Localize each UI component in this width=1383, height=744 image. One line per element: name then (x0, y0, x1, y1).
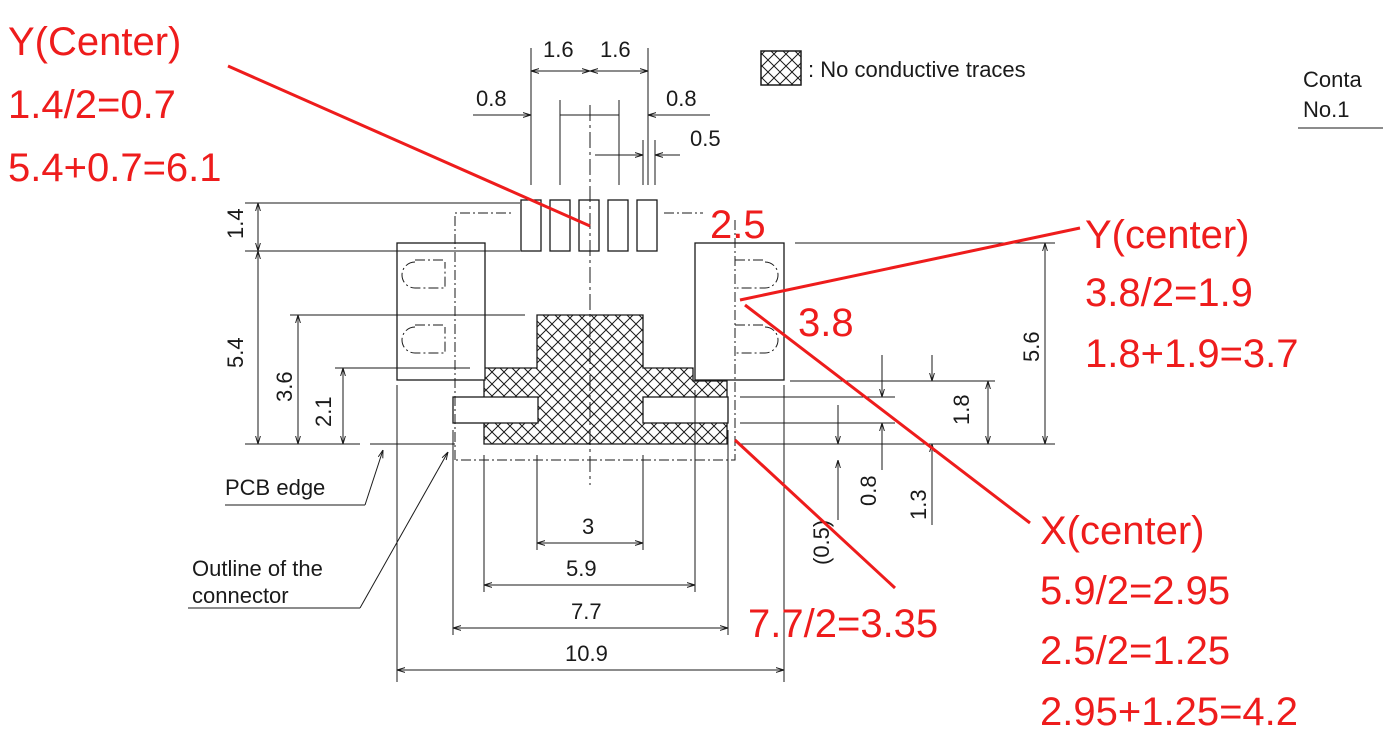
pcb-edge-label: PCB edge (225, 475, 325, 500)
outline-label-line1: Outline of the (192, 556, 323, 581)
dim-left-54: 5.4 (223, 337, 248, 368)
dim-bottom-13: 1.3 (906, 489, 931, 520)
y-center-right-line1: Y(center) (1085, 213, 1250, 257)
footprint (396, 199, 785, 445)
bottom-pad-right (642, 396, 729, 424)
mount-pad-right (694, 242, 785, 381)
corner-label: Conta No.1 (1298, 67, 1383, 129)
half-77-label: 7.7/2=3.35 (748, 602, 938, 646)
dim-top-left-08: 0.8 (476, 86, 507, 111)
y-center-right-line3: 1.8+1.9=3.7 (1085, 332, 1299, 376)
signal-pad-2 (549, 199, 571, 252)
dim-left-36: 3.6 (272, 371, 297, 402)
x-center-line3: 2.5/2=1.25 (1040, 629, 1230, 673)
signal-pad-5 (636, 199, 658, 252)
no-trace-region (483, 314, 728, 445)
val-25-label: 2.5 (710, 203, 766, 247)
y-center-right-line2: 3.8/2=1.9 (1085, 271, 1253, 315)
y-center-left-line1: Y(Center) (8, 20, 181, 64)
legend: : No conductive traces (760, 50, 1026, 86)
dim-right-56: 5.6 (1019, 331, 1044, 362)
x-center-line4: 2.95+1.25=4.2 (1040, 690, 1298, 734)
y-center-left-line3: 5.4+0.7=6.1 (8, 146, 222, 190)
mount-pad-left (396, 242, 486, 381)
dim-left-14: 1.4 (223, 208, 248, 239)
dim-top-right-08: 0.8 (666, 86, 697, 111)
dimension-lines (188, 48, 1055, 682)
y-center-left-line2: 1.4/2=0.7 (8, 83, 176, 127)
dim-top-pitch-right: 1.6 (600, 37, 631, 62)
dim-bottom-77: 7.7 (571, 599, 602, 624)
dim-top-pitch-left: 1.6 (543, 37, 574, 62)
connector-outline (401, 212, 779, 461)
signal-pad-1 (520, 199, 542, 252)
dim-left-21: 2.1 (311, 396, 336, 427)
dim-bottom-08: 0.8 (856, 475, 881, 506)
outline-label-line2: connector (192, 583, 289, 608)
red-annotations: Y(Center) 1.4/2=0.7 5.4+0.7=6.1 2.5 3.8 … (8, 20, 1299, 734)
dim-bottom-59: 5.9 (566, 556, 597, 581)
x-center-line2: 5.9/2=2.95 (1040, 569, 1230, 613)
bottom-pad-left (452, 396, 539, 424)
crosshatch-swatch-icon (760, 50, 802, 86)
dim-bottom-109: 10.9 (565, 641, 608, 666)
dim-bottom-3: 3 (582, 514, 594, 539)
legend-text: : No conductive traces (808, 57, 1026, 82)
x-center-line1: X(center) (1040, 509, 1205, 553)
corner-label-line1: Conta (1303, 67, 1362, 92)
signal-pad-4 (607, 199, 629, 252)
dim-pad-width-05: 0.5 (690, 126, 721, 151)
corner-label-line2: No.1 (1303, 97, 1349, 122)
dim-right-18: 1.8 (949, 394, 974, 425)
val-38-label: 3.8 (798, 301, 854, 345)
